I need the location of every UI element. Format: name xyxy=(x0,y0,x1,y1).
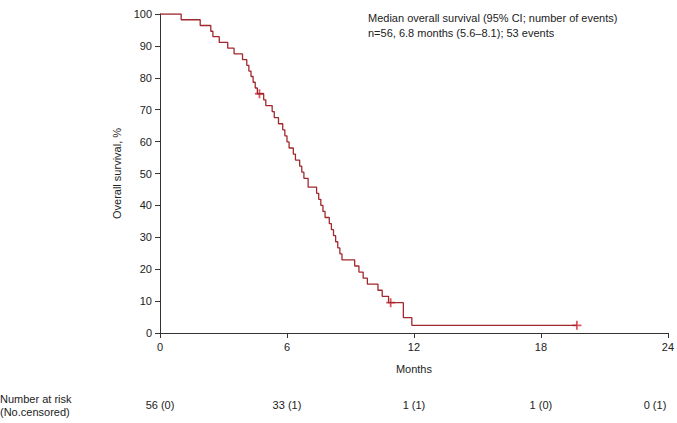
svg-text:18: 18 xyxy=(535,341,547,353)
svg-text:56 (0): 56 (0) xyxy=(146,399,175,411)
svg-text:10: 10 xyxy=(140,295,152,307)
svg-text:n=56, 6.8 months (5.6–8.1); 53: n=56, 6.8 months (5.6–8.1); 53 events xyxy=(368,27,555,39)
svg-text:33 (1): 33 (1) xyxy=(273,399,302,411)
svg-text:40: 40 xyxy=(140,199,152,211)
svg-text:12: 12 xyxy=(408,341,420,353)
svg-text:70: 70 xyxy=(140,104,152,116)
svg-text:Median overall survival (95% C: Median overall survival (95% CI; number … xyxy=(368,12,617,24)
svg-text:0: 0 xyxy=(157,341,163,353)
svg-text:1 (0): 1 (0) xyxy=(530,399,553,411)
svg-text:Months: Months xyxy=(396,363,433,375)
svg-text:(No.censored): (No.censored) xyxy=(0,406,70,418)
svg-text:0 (1): 0 (1) xyxy=(644,399,667,411)
svg-text:100: 100 xyxy=(134,8,152,20)
svg-text:20: 20 xyxy=(140,263,152,275)
svg-text:6: 6 xyxy=(284,341,290,353)
svg-text:50: 50 xyxy=(140,168,152,180)
svg-text:Overall survival, %: Overall survival, % xyxy=(111,128,123,219)
svg-text:30: 30 xyxy=(140,231,152,243)
svg-text:90: 90 xyxy=(140,40,152,52)
svg-text:24: 24 xyxy=(662,341,674,353)
svg-text:1 (1): 1 (1) xyxy=(403,399,426,411)
svg-text:80: 80 xyxy=(140,72,152,84)
svg-text:0: 0 xyxy=(146,327,152,339)
svg-text:60: 60 xyxy=(140,136,152,148)
svg-text:Number at risk: Number at risk xyxy=(0,393,72,405)
